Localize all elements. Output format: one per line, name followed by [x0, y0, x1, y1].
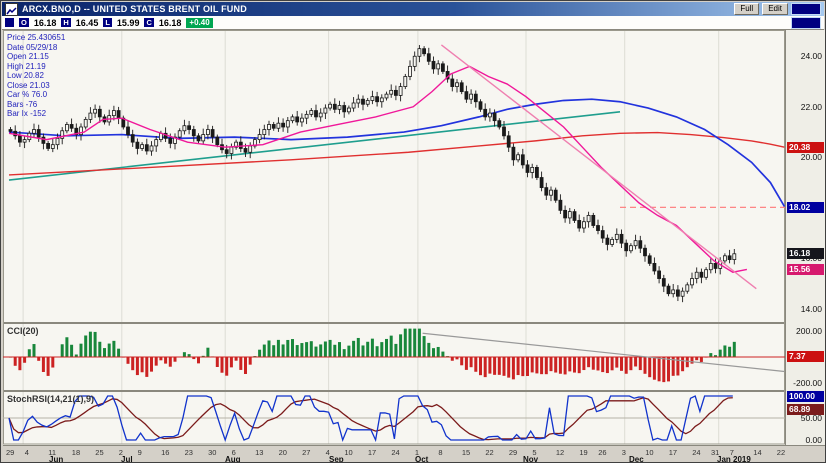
month-label: Jun	[49, 455, 64, 463]
cursor-info-panel: Price 25.430651 Date 05/29/18 Open 21.15 Hi…	[7, 33, 65, 119]
ohlc-value: 16.45	[75, 17, 99, 28]
info-line: Low 20.82	[7, 71, 44, 80]
axis-value-tag: 68.89	[787, 404, 824, 416]
info-line: Date 05/29/18	[7, 42, 58, 52]
x-tick-label: 5	[532, 448, 537, 457]
axis-tick: 14.00	[800, 303, 822, 314]
cci-histogram-layer	[9, 328, 736, 383]
title-bar: ARCX.BNO,D -- UNITED STATES BRENT OIL FU…	[2, 2, 824, 16]
time-axis: 29 4 11 18 25 2 9 16 23 30 6 13 20 27 4 10 17 24 1 8 15 22 29 5…	[3, 445, 825, 463]
x-tick-label: 4	[325, 448, 330, 457]
info-line: High 21.19	[7, 61, 46, 71]
x-tick-label: 14	[753, 448, 762, 457]
ohlc-value: 16.18	[33, 17, 57, 28]
price-axis: 24.0022.0020.0018.0016.0014.00200.00-200…	[785, 30, 825, 445]
x-tick-label: 2	[118, 448, 123, 457]
stochrsi-pane-label: StochRSI(14,21(1),9)	[7, 394, 95, 404]
chart-app-icon	[5, 2, 18, 16]
symbol-icon	[5, 18, 14, 27]
quotebar-right-box	[791, 16, 821, 29]
x-tick-label: 13	[255, 448, 264, 457]
x-tick-label: 26	[598, 448, 607, 457]
info-line: Price 25.430651	[7, 33, 66, 42]
x-tick-label: 11	[48, 448, 57, 457]
chart-area[interactable]: Price 25.430651 Date 05/29/18 Open 21.15 Hi…	[3, 30, 786, 445]
x-tick-label: 24	[391, 448, 400, 457]
x-tick-label: 12	[555, 448, 565, 457]
x-tick-label: 22	[485, 448, 494, 457]
ohlc-value: 16.18	[158, 17, 182, 28]
axis-tick: 0.00	[805, 435, 822, 445]
x-tick-label: 19	[579, 448, 588, 457]
x-tick-label: 17	[367, 448, 377, 457]
stochrsi-line	[8, 395, 733, 443]
ohlc-fields: O 16.18 H 16.45 L 15.99 C 16.18	[19, 18, 181, 28]
month-label: Sep	[329, 455, 344, 463]
window-title: ARCX.BNO,D -- UNITED STATES BRENT OIL FU…	[22, 4, 247, 14]
edit-button[interactable]: Edit	[762, 3, 788, 15]
candles-layer	[8, 45, 737, 303]
x-tick-label: 15	[461, 448, 471, 457]
axis-value-tag: 100.00	[787, 390, 824, 402]
axis-tick: -200.00	[793, 378, 822, 389]
x-tick-label: 25	[95, 448, 104, 457]
axis-tick: 20.00	[800, 152, 822, 163]
axis-value-tag: 15.56	[787, 263, 824, 275]
x-tick-label: 7	[729, 448, 734, 457]
axis-value-tag: 7.37	[787, 350, 824, 362]
change-badge: +0.40	[186, 17, 213, 28]
x-tick-label: 16	[161, 448, 170, 457]
x-tick-label: 10	[645, 448, 654, 457]
info-line: Close 21.03	[7, 80, 50, 90]
quote-bar: O 16.18 H 16.45 L 15.99 C 16.18 +0.40	[2, 16, 824, 30]
ohlc-value: 15.99	[116, 17, 140, 28]
ohlc-label: L	[103, 18, 112, 27]
cci-pane-label: CCI(20)	[7, 326, 39, 336]
x-tick-label: 31	[711, 448, 720, 457]
ohlc-label: H	[61, 18, 71, 27]
axis-tick: 22.00	[800, 101, 822, 112]
x-tick-label: 9	[137, 448, 142, 457]
x-tick-label: 29	[508, 448, 518, 457]
info-line: Bars -76	[7, 99, 38, 109]
x-tick-label: 29	[6, 448, 15, 457]
ohlc-label: C	[144, 18, 154, 27]
info-line: Open 21.15	[7, 52, 49, 61]
axis-value-tag: 18.02	[787, 201, 824, 213]
x-tick-label: 30	[208, 448, 217, 457]
x-tick-label: 10	[344, 448, 353, 457]
x-tick-label: 22	[776, 448, 786, 457]
x-tick-label: 23	[184, 448, 193, 457]
axis-tick: 50.00	[800, 413, 822, 423]
chart-canvas[interactable]	[3, 30, 786, 445]
titlebar-right-box	[791, 3, 821, 15]
titlebar-controls: Full Edit	[734, 3, 821, 15]
x-tick-label: 4	[24, 448, 29, 457]
x-tick-label: 27	[302, 448, 311, 457]
month-label: Dec	[629, 455, 644, 463]
x-tick-label: 3	[621, 448, 626, 457]
axis-tick: 200.00	[796, 325, 822, 336]
month-label: Jan 2019	[717, 455, 751, 463]
full-button[interactable]: Full	[734, 3, 760, 15]
x-tick-label: 1	[414, 448, 420, 457]
x-tick-label: 6	[231, 448, 236, 457]
x-tick-label: 24	[692, 448, 701, 457]
month-label: Aug	[225, 455, 241, 463]
info-line: Bar Ix -152	[7, 109, 47, 118]
x-tick-label: 18	[71, 448, 81, 457]
axis-value-tag: 16.18	[787, 248, 824, 260]
month-label: Oct	[415, 455, 429, 463]
x-tick-label: 17	[668, 448, 678, 457]
axis-value-tag: 20.38	[787, 142, 824, 154]
month-label: Jul	[121, 455, 133, 463]
x-tick-label: 20	[278, 448, 287, 457]
month-label: Nov	[523, 455, 539, 463]
x-tick-label: 8	[438, 448, 443, 457]
info-line: Car % 76.0	[7, 90, 48, 99]
ohlc-label: O	[19, 18, 29, 27]
axis-tick: 24.00	[800, 51, 822, 62]
